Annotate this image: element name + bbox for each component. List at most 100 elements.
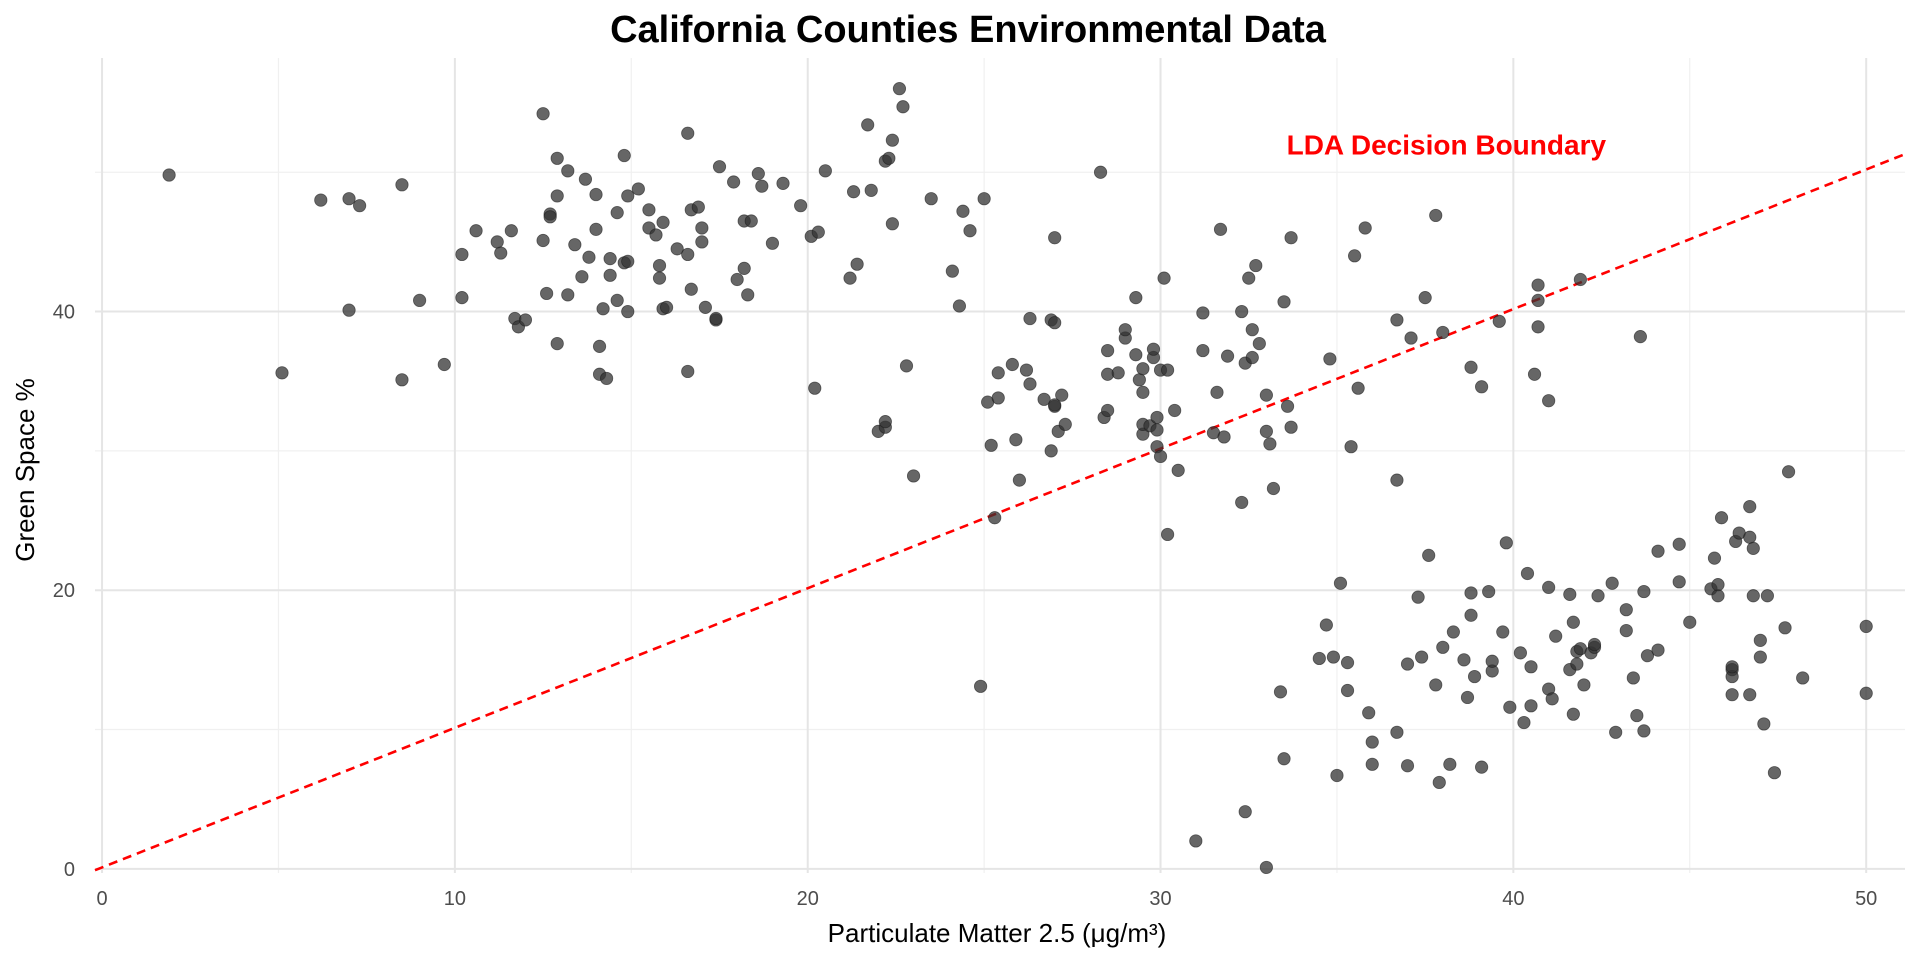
data-point <box>1633 330 1647 344</box>
data-point <box>353 199 367 213</box>
data-point <box>1168 403 1182 418</box>
data-point <box>1619 623 1633 638</box>
data-point <box>1432 775 1446 790</box>
data-point <box>1566 707 1580 721</box>
data-point <box>1160 527 1175 542</box>
data-point <box>1619 603 1633 617</box>
data-point <box>1746 541 1760 555</box>
data-point <box>899 359 914 373</box>
data-point <box>1531 278 1545 292</box>
data-point <box>1132 373 1146 387</box>
data-point <box>885 133 899 147</box>
data-point <box>1118 323 1132 337</box>
y-tick-label: 40 <box>53 302 75 324</box>
data-point <box>1545 692 1559 706</box>
data-point <box>275 366 289 380</box>
decision-boundary-label: LDA Decision Boundary <box>1287 129 1607 160</box>
data-point <box>1012 473 1027 487</box>
data-point <box>984 438 998 452</box>
data-point <box>1019 363 1034 377</box>
data-point <box>1055 388 1069 402</box>
data-point <box>808 381 822 395</box>
data-point <box>1235 495 1249 510</box>
data-point <box>504 224 518 238</box>
grid <box>95 58 1905 873</box>
data-point <box>1210 385 1224 399</box>
data-point <box>1238 805 1252 819</box>
data-point <box>698 300 712 314</box>
data-point <box>977 192 991 206</box>
data-point <box>973 679 988 693</box>
data-point <box>1527 367 1542 381</box>
data-point <box>818 164 832 178</box>
data-point <box>589 222 603 236</box>
data-point <box>395 178 409 192</box>
data-point <box>1418 291 1432 305</box>
data-point <box>727 175 741 189</box>
data-point <box>1531 320 1545 334</box>
data-point <box>1587 637 1602 652</box>
data-point <box>1725 688 1739 702</box>
data-point <box>642 203 656 217</box>
data-point <box>1358 221 1372 235</box>
data-point <box>589 187 603 202</box>
data-point <box>1340 683 1355 698</box>
data-point <box>991 391 1005 405</box>
data-point <box>1220 349 1235 363</box>
data-point <box>1482 584 1496 599</box>
data-point <box>864 183 878 197</box>
data-point <box>550 151 564 165</box>
data-point <box>1048 316 1062 330</box>
data-point <box>1683 615 1697 629</box>
data-point <box>1196 343 1210 358</box>
data-point <box>1570 657 1584 671</box>
x-tick-label: 40 <box>1502 888 1524 910</box>
data-point <box>621 254 635 269</box>
data-point <box>1242 271 1256 285</box>
data-point <box>1330 768 1344 783</box>
data-point <box>811 225 825 239</box>
data-point <box>1563 587 1577 601</box>
data-point <box>1743 688 1757 702</box>
decision-boundary-layer <box>94 152 1906 872</box>
data-point <box>882 151 896 165</box>
tick-labels: 0 10 20 30 40 50 0 20 40 <box>53 302 1878 910</box>
data-point <box>730 272 744 287</box>
data-point <box>1411 590 1425 604</box>
data-point <box>1640 649 1655 663</box>
x-tick-label: 10 <box>444 888 466 910</box>
data-point <box>1400 759 1415 773</box>
data-point <box>610 293 624 308</box>
data-point <box>1277 752 1291 766</box>
data-point <box>684 282 698 296</box>
data-point <box>540 286 554 301</box>
data-point <box>621 304 635 319</box>
x-axis-label: Particulate Matter 2.5 (μg/m³) <box>828 918 1167 948</box>
data-point <box>1048 398 1062 412</box>
data-point <box>1542 580 1556 595</box>
data-point <box>1136 362 1150 376</box>
data-point <box>652 271 667 285</box>
data-point <box>1362 706 1376 720</box>
data-point <box>1757 717 1771 731</box>
data-point <box>963 224 977 238</box>
data-point <box>1266 481 1281 496</box>
data-point <box>1111 366 1125 380</box>
data-point <box>737 261 751 275</box>
data-point <box>1499 536 1513 550</box>
data-point <box>1259 388 1273 402</box>
data-point <box>1390 725 1404 739</box>
data-point <box>755 179 769 193</box>
data-point <box>861 118 875 132</box>
data-point <box>1429 678 1443 692</box>
data-point <box>1460 690 1475 705</box>
data-point <box>1259 424 1273 438</box>
data-point <box>1136 385 1150 399</box>
data-point <box>1859 619 1873 634</box>
data-point <box>1153 449 1168 464</box>
data-point <box>162 168 176 182</box>
data-point <box>561 164 575 178</box>
data-point <box>1475 760 1489 774</box>
data-point <box>1651 643 1665 657</box>
data-point <box>1436 325 1450 340</box>
